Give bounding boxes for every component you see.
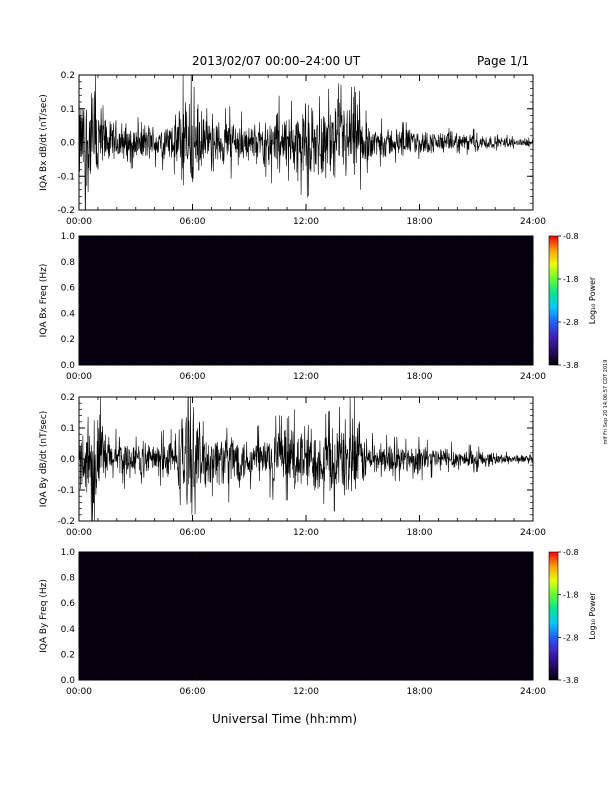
y-tick-label: -0.2: [57, 206, 75, 216]
page-title: 2013/02/07 00:00–24:00 UT: [192, 54, 361, 68]
x-tick-label: 12:00: [293, 217, 319, 227]
x-tick-label: 18:00: [407, 217, 433, 227]
y-tick-label: 0.2: [61, 71, 75, 81]
y-tick-label: 0.1: [61, 105, 75, 115]
y-tick-label: -0.1: [57, 172, 75, 182]
dbdt-trace: [79, 75, 533, 210]
x-tick-label: 24:00: [520, 217, 546, 227]
y-tick-label: 0.0: [61, 139, 76, 149]
x-tick-label: 06:00: [180, 217, 206, 227]
page-number: Page 1/1: [477, 54, 530, 68]
x-tick-label: 00:00: [66, 217, 92, 227]
y-axis-label: IQA Bx dB/dt (nT/sec): [39, 94, 49, 191]
